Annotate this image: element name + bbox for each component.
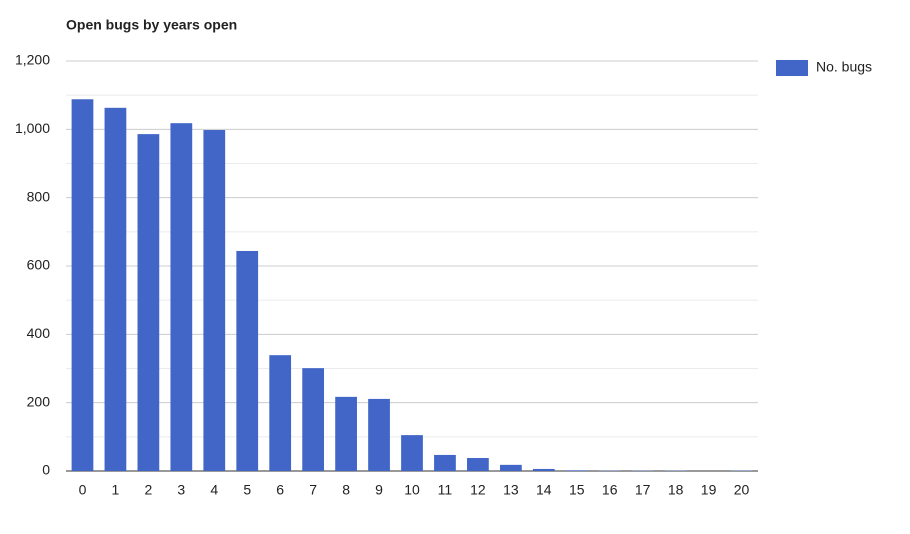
x-tick-label: 20 [734, 482, 750, 498]
x-tick-label: 16 [602, 482, 618, 498]
bar [71, 99, 94, 472]
bar [368, 398, 390, 471]
x-tick-label: 10 [404, 482, 420, 498]
bar [137, 134, 160, 471]
bar [401, 435, 423, 471]
x-tick-label: 11 [438, 482, 453, 498]
x-tick-label: 1 [112, 482, 120, 498]
y-tick-label: 1,000 [15, 120, 50, 136]
y-tick-label: 200 [27, 393, 51, 409]
bar [565, 470, 588, 471]
x-tick-label: 15 [569, 482, 585, 498]
x-tick-label: 18 [668, 482, 684, 498]
y-tick-label: 600 [27, 257, 51, 273]
x-tick-label: 0 [79, 482, 87, 498]
y-tick-label: 800 [27, 188, 51, 204]
x-tick-label: 4 [210, 482, 218, 498]
x-tick-label: 3 [177, 482, 185, 498]
bar [499, 464, 522, 471]
bar [467, 458, 489, 471]
chart-title: Open bugs by years open [66, 17, 237, 33]
x-tick-label: 8 [342, 482, 350, 498]
bar [170, 123, 193, 471]
x-tick-label: 6 [276, 482, 284, 498]
x-tick-label: 13 [503, 482, 519, 498]
bar [434, 454, 456, 471]
bar [236, 250, 259, 471]
y-tick-label: 400 [27, 325, 51, 341]
x-tick-label: 7 [309, 482, 317, 498]
y-tick-label: 1,200 [15, 52, 50, 68]
legend-label: No. bugs [816, 59, 872, 75]
x-tick-label: 19 [701, 482, 717, 498]
x-tick-label: 12 [470, 482, 486, 498]
x-tick-label: 14 [536, 482, 552, 498]
x-tick-label: 2 [144, 482, 152, 498]
y-tick-label: 0 [42, 462, 50, 478]
bar [335, 396, 357, 471]
x-tick-label: 9 [375, 482, 383, 498]
bar [532, 468, 555, 471]
legend-swatch [776, 60, 808, 76]
x-tick-label: 5 [243, 482, 251, 498]
bar [269, 355, 292, 471]
bar [203, 130, 226, 471]
bar [302, 368, 325, 471]
x-tick-label: 17 [635, 482, 651, 498]
bar [104, 107, 127, 471]
